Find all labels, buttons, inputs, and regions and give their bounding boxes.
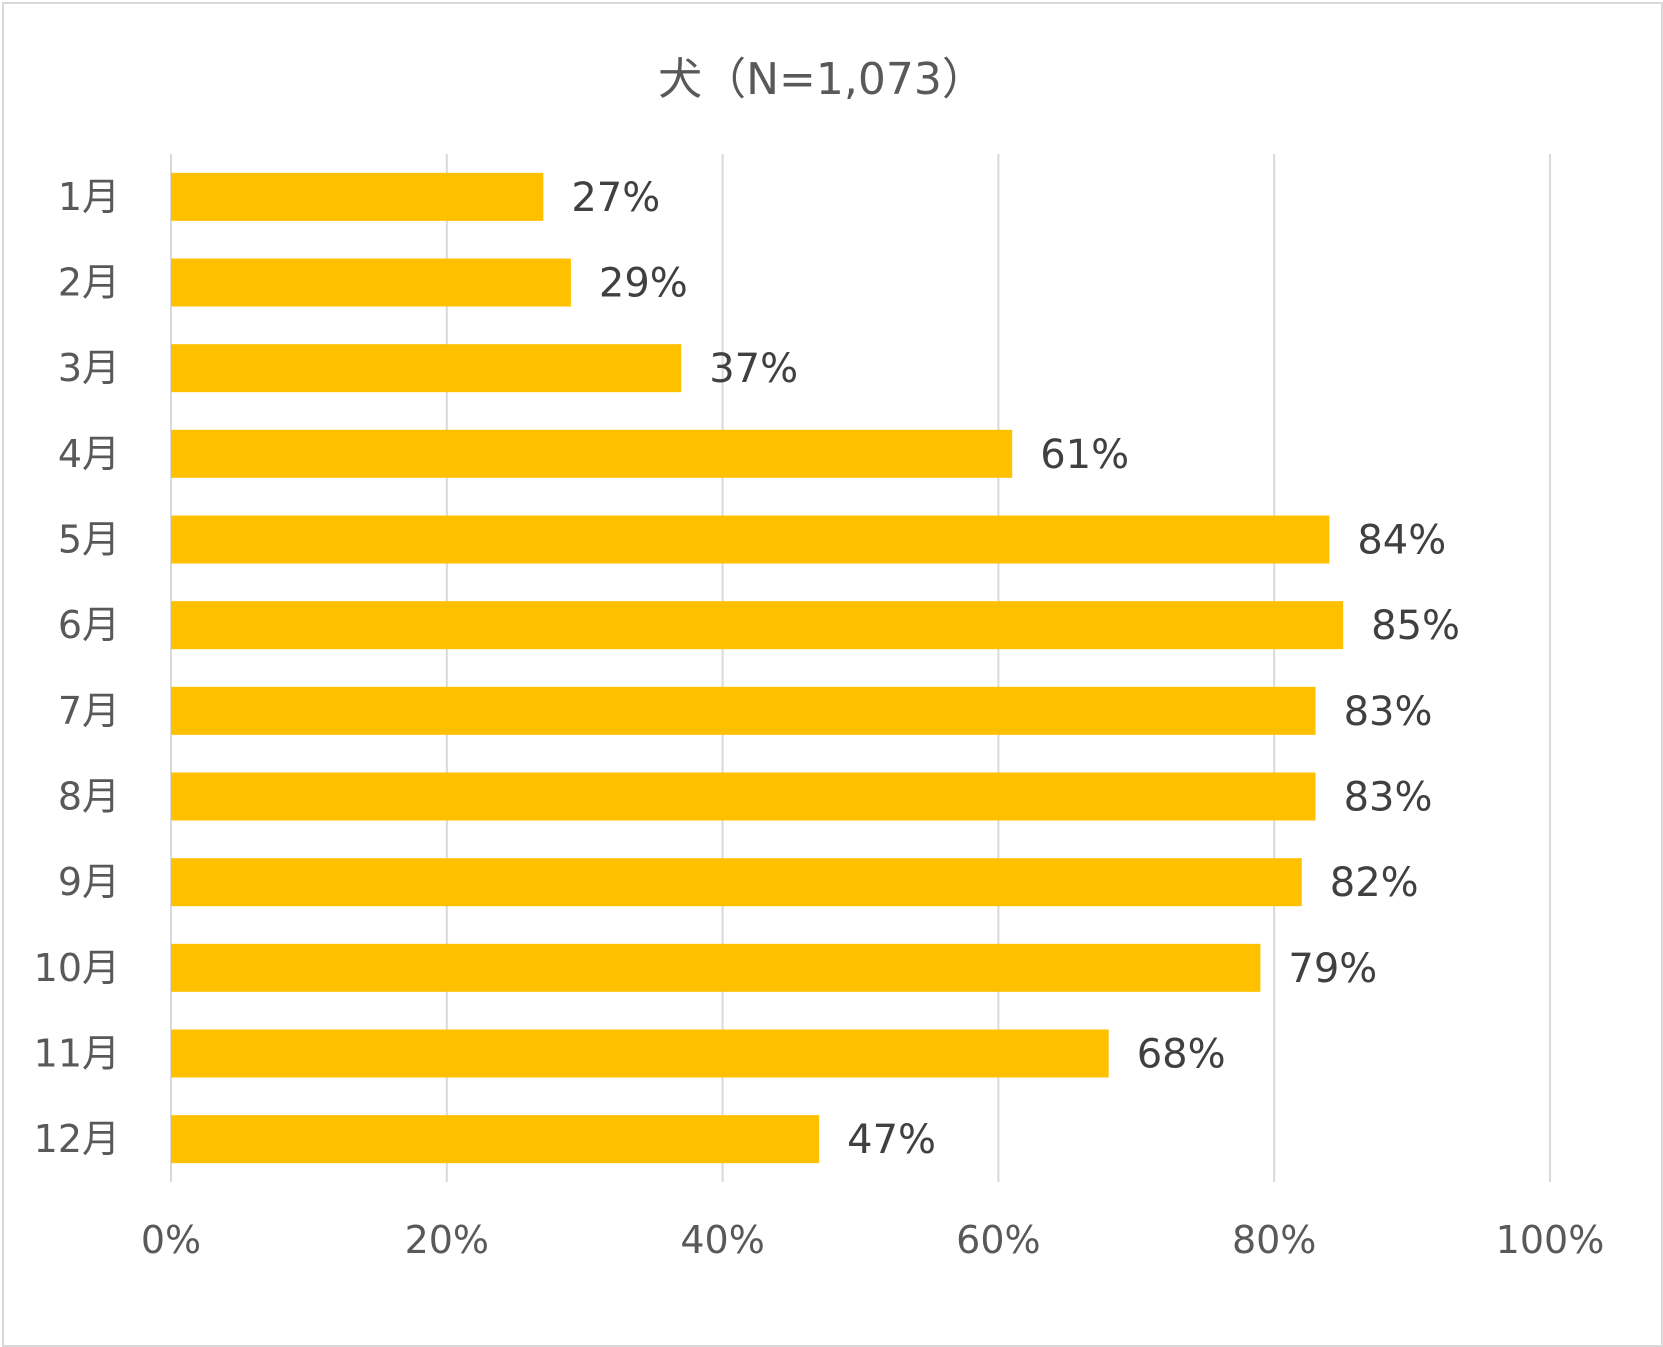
category-labels: 1月 2月 3月 4月 5月 6月 7月 8月 9月 10月 11月 12月 [34, 175, 120, 1161]
data-label-6: 85% [1371, 603, 1460, 649]
data-label-5: 84% [1357, 518, 1446, 564]
category-label-11: 11月 [34, 1032, 120, 1076]
x-tick-label-1: 20% [405, 1218, 489, 1262]
bar-3 [171, 344, 682, 393]
data-label-3: 37% [709, 346, 798, 392]
x-tick-label-0: 0% [141, 1218, 201, 1262]
category-label-10: 10月 [34, 946, 120, 990]
bar-12 [171, 1115, 820, 1164]
category-label-1: 1月 [58, 175, 120, 219]
x-tick-label-4: 80% [1232, 1218, 1316, 1262]
data-label-8: 83% [1344, 775, 1433, 821]
data-label-4: 61% [1040, 432, 1129, 478]
category-label-12: 12月 [34, 1117, 120, 1161]
bar-11 [171, 1029, 1109, 1078]
category-label-8: 8月 [58, 775, 120, 819]
category-label-5: 5月 [58, 518, 120, 562]
data-label-2: 29% [599, 261, 688, 307]
data-label-11: 68% [1137, 1032, 1226, 1078]
category-label-2: 2月 [58, 261, 120, 305]
category-label-6: 6月 [58, 603, 120, 647]
bar-6 [171, 601, 1344, 650]
data-label-10: 79% [1288, 946, 1377, 992]
bar-4 [171, 429, 1013, 478]
bar-10 [171, 943, 1261, 992]
data-labels: 27% 29% 37% 61% 84% 85% 83% 83% 82% 79% 68% 47% [571, 175, 1460, 1163]
gridlines [170, 154, 1551, 1182]
x-tick-labels: 0% 20% 40% 60% 80% 100% [141, 1218, 1604, 1262]
bar-8 [171, 772, 1316, 821]
category-label-4: 4月 [58, 432, 120, 476]
bar-5 [171, 515, 1330, 564]
data-label-9: 82% [1330, 860, 1419, 906]
x-tick-label-5: 100% [1496, 1218, 1605, 1262]
x-tick-label-3: 60% [956, 1218, 1040, 1262]
bars [171, 172, 1344, 1164]
bar-1 [171, 172, 544, 221]
data-label-1: 27% [571, 175, 660, 221]
category-label-7: 7月 [58, 689, 120, 733]
chart-title: 犬（N=1,073） [658, 54, 986, 105]
data-label-7: 83% [1344, 689, 1433, 735]
category-label-3: 3月 [58, 346, 120, 390]
bar-7 [171, 686, 1316, 735]
bar-2 [171, 258, 571, 307]
data-label-12: 47% [847, 1117, 936, 1163]
category-label-9: 9月 [58, 860, 120, 904]
x-tick-label-2: 40% [680, 1218, 764, 1262]
bar-9 [171, 858, 1302, 907]
